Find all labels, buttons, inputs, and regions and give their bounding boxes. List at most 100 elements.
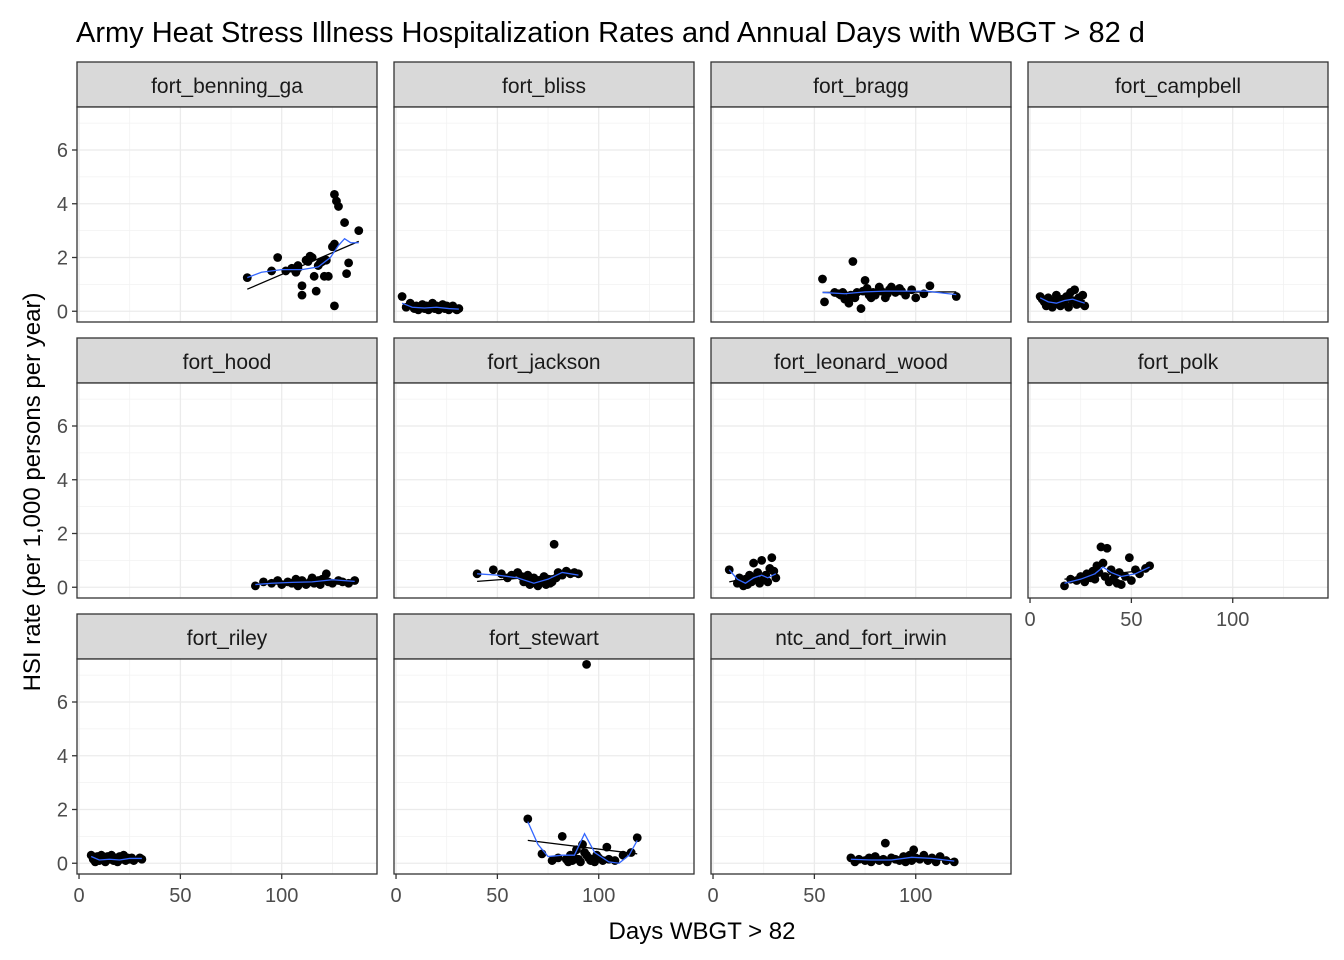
panel-background [394,659,694,874]
data-point [1126,576,1136,585]
data-point [820,297,829,307]
data-point [250,581,260,591]
facet-strip-label: fort_campbell [1115,75,1241,98]
facet-strip [710,337,1012,384]
facet-strip-label: fort_leonard_wood [774,351,948,374]
facet-strip-label: fort_benning_ga [151,75,303,98]
x-tick-label: 0 [1024,609,1035,631]
data-point [344,258,354,268]
facet-panel: fort_polk 0 50 100 [1024,337,1329,631]
panel-border [710,106,1012,323]
data-point [488,565,498,575]
data-point [137,854,147,864]
loess-smooth-line [527,821,638,864]
data-point [1102,543,1112,553]
data-point [1060,581,1069,591]
loess-smooth-line [477,571,579,584]
y-tick-label: 4 [57,470,68,492]
y-tick-label: 2 [57,524,68,546]
loess-smooth-line [401,302,459,310]
y-tick-label: 2 [57,248,68,270]
chart-title: Army Heat Stress Illness Hospitalization… [76,17,1145,49]
panel-border [393,106,695,323]
facet-strip [393,337,695,384]
facet-strip-label: fort_bliss [502,75,586,98]
data-point [397,292,407,301]
facet-strip [710,613,1012,660]
facet-panel: fort_campbell [1027,61,1329,323]
x-tick-label: 50 [1120,609,1142,631]
panel-background [711,659,1011,874]
data-point [753,568,763,577]
data-point [1064,302,1073,312]
loess-smooth-line [822,290,957,296]
panel-border [76,106,378,323]
panel-border [76,658,378,875]
x-tick-label: 0 [390,885,401,907]
data-point [576,857,585,867]
facet-panel: fort_bliss [393,61,695,323]
x-tick-label: 0 [707,885,718,907]
data-point [259,577,268,587]
data-point [273,253,283,262]
panel-border [710,658,1012,875]
facet-strip-label: fort_stewart [489,627,599,650]
facet-panel: fort_bragg [710,61,1012,323]
loess-smooth-line [255,579,355,586]
y-axis-label: HSI rate (per 1,000 persons per year) [19,293,46,692]
panel-border [1027,106,1329,323]
facet-panel: fort_leonard_wood [710,337,1012,599]
y-tick-label: 4 [57,746,68,768]
panel-background [1028,107,1328,322]
loess-smooth-line [850,856,955,862]
y-tick-label: 0 [57,577,68,599]
facet-panel: fort_riley 0 2 4 6 0 50 100 [57,613,378,907]
data-point [757,555,767,565]
y-tick-label: 2 [57,800,68,822]
facet-panel: fort_stewart 0 50 100 [390,613,695,907]
data-point [330,189,339,199]
facet-strip-label: fort_hood [183,351,272,374]
data-point [549,539,559,549]
y-tick-label: 6 [57,416,68,438]
loess-smooth-line [1039,297,1085,304]
data-point [844,298,854,308]
data-point [848,257,858,266]
panel-border [1027,382,1329,599]
panel-background [394,107,694,322]
data-point [856,304,866,313]
facet-strip-label: fort_jackson [487,351,600,374]
data-point [311,286,321,296]
data-point [523,814,533,824]
facet-strip [1027,61,1329,108]
loess-smooth-line [247,237,359,279]
x-tick-label: 50 [803,885,825,907]
linear-fit-line [527,839,638,855]
x-tick-label: 100 [265,885,298,907]
linear-fit-line [729,571,776,583]
data-point [297,281,307,291]
facet-strip-label: fort_polk [1138,351,1219,374]
panel-border [393,658,695,875]
data-point [1090,574,1100,584]
facet-panel: fort_benning_ga 0 2 4 6 [57,61,378,323]
data-point [330,301,339,311]
data-point [323,271,333,281]
data-point [334,202,343,211]
data-point [818,274,827,284]
data-point [925,281,935,291]
data-point [880,838,890,848]
facet-strip [393,613,695,660]
data-point [309,271,319,281]
facet-strip [76,613,378,660]
panel-background [77,107,377,322]
linear-fit-line [477,573,579,582]
panel-border [76,382,378,599]
loess-smooth-line [728,569,777,584]
facet-strip-label: fort_riley [187,627,268,650]
data-point [763,577,773,587]
data-point [911,293,921,303]
y-tick-label: 0 [57,853,68,875]
panel-background [1028,383,1328,598]
